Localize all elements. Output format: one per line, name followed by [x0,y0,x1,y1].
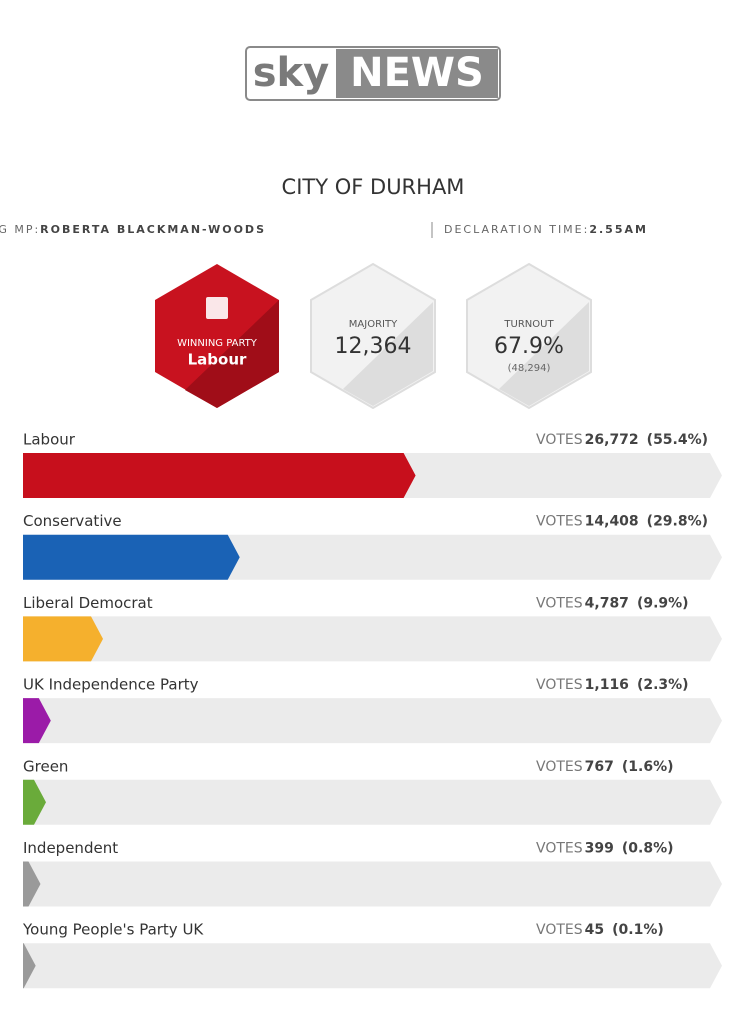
votes-label: VOTES [536,432,583,448]
party-icon [206,297,228,319]
votes-label: VOTES [536,514,583,530]
bar [23,534,240,580]
votes-label: VOTES [536,922,583,938]
hex-value: 67.9% [494,334,564,359]
votes-value: 4,787 [585,595,629,611]
bar-track [23,616,722,662]
hex-shade [185,300,279,408]
bar-track [23,779,722,825]
bar-track [23,698,722,744]
logo-news: NEWS [350,50,484,96]
votes-value: 26,772 [585,432,639,448]
result-row: Young People's Party UK VOTES 45 (0.1%) [22,921,722,989]
votes-percent: (0.1%) [612,922,664,938]
votes-value: 14,408 [585,514,639,530]
bar [23,453,416,498]
hex-label: MAJORITY [349,319,398,330]
mp-line: WINNING MP:ROBERTA BLACKMAN-WOODS [0,223,266,236]
bar [23,861,41,907]
majority-hex: MAJORITY 12,364 [310,262,436,410]
votes-percent: (9.9%) [637,595,689,611]
hex-value: 12,364 [335,334,412,359]
hex-label: TURNOUT [503,319,554,330]
result-row: Green VOTES 767 (1.6%) [23,757,722,825]
mp-name: ROBERTA BLACKMAN-WOODS [40,223,266,236]
result-row: UK Independence Party VOTES 1,116 (2.3%) [23,676,722,744]
bar [23,616,104,662]
votes-line: VOTES 45 (0.1%) [536,922,664,938]
party-name: Young People's Party UK [22,921,204,939]
votes-percent: (1.6%) [622,759,674,775]
votes-value: 767 [585,759,614,775]
votes-percent: (2.3%) [637,677,689,693]
party-name: Liberal Democrat [23,594,153,612]
votes-label: VOTES [536,841,583,857]
turnout-hex: TURNOUT 67.9% (48,294) [466,262,592,410]
logo: sky NEWS [245,46,501,101]
votes-line: VOTES 1,116 (2.3%) [536,677,689,693]
bar [23,943,36,989]
votes-value: 399 [585,841,614,857]
hex-shade [499,302,589,406]
party-name: Labour [23,431,76,449]
winning-party-hex: WINNING PARTY Labour [155,264,279,408]
declaration-line: DECLARATION TIME:2.55AM [444,223,648,236]
constituency-title: CITY OF DURHAM [282,175,465,199]
votes-label: VOTES [536,595,583,611]
result-row: Liberal Democrat VOTES 4,787 (9.9%) [23,594,722,662]
hex-value: Labour [188,351,247,369]
party-name: Green [23,757,68,775]
result-row: Independent VOTES 399 (0.8%) [23,839,722,907]
votes-line: VOTES 4,787 (9.9%) [536,595,689,611]
bar-track [23,943,722,989]
votes-line: VOTES 399 (0.8%) [536,841,674,857]
mp-label: WINNING MP: [0,223,40,236]
votes-percent: (0.8%) [622,841,674,857]
party-name: Conservative [23,512,122,530]
party-name: UK Independence Party [23,676,199,694]
votes-percent: (29.8%) [647,514,708,530]
party-name: Independent [23,839,118,857]
votes-value: 1,116 [585,677,629,693]
votes-label: VOTES [536,677,583,693]
declaration-time: 2.55AM [589,223,648,236]
hex-shade [343,302,433,406]
declaration-label: DECLARATION TIME: [444,223,589,236]
logo-news-box [336,49,498,98]
bar [23,779,46,825]
bar-track [23,861,722,907]
votes-label: VOTES [536,759,583,775]
result-row: Labour VOTES 26,772 (55.4%) [23,431,722,498]
logo-sky: sky [253,50,329,96]
votes-value: 45 [585,922,604,938]
results: Labour VOTES 26,772 (55.4%)Conservative VOTE… [22,431,722,989]
votes-line: VOTES 767 (1.6%) [536,759,674,775]
votes-percent: (55.4%) [647,432,708,448]
votes-line: VOTES 14,408 (29.8%) [536,514,708,530]
votes-line: VOTES 26,772 (55.4%) [536,432,708,448]
hex-label: WINNING PARTY [177,338,258,349]
result-row: Conservative VOTES 14,408 (29.8%) [23,512,722,580]
bar [23,698,51,744]
hex-sub: (48,294) [508,363,551,374]
